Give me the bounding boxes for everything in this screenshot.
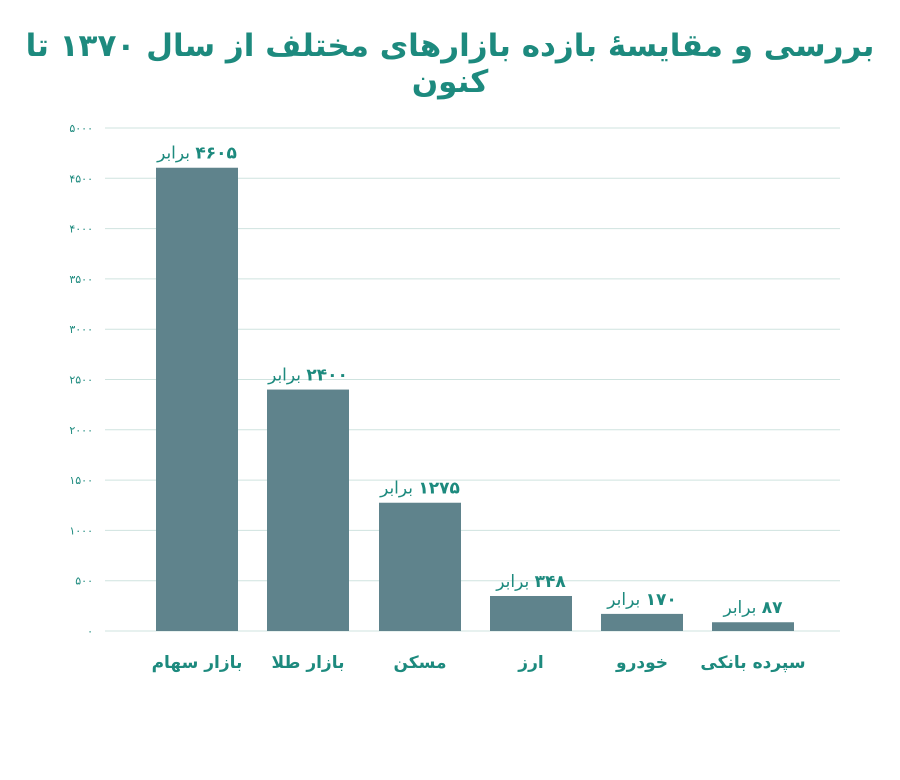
data-label: ۲۴۰۰ برابر [267, 366, 348, 386]
y-tick-label: ۴۵۰۰ [69, 172, 93, 185]
bar [156, 167, 238, 631]
x-tick-label: بازار طلا [271, 653, 344, 673]
y-tick-label: ۲۵۰۰ [69, 374, 93, 387]
y-tick-label: ۳۰۰۰ [69, 323, 93, 336]
data-label: ۱۲۷۵ برابر [379, 479, 460, 499]
x-tick-label: سپرده بانکی [700, 653, 805, 673]
y-tick-label: ۵۰۰۰ [69, 122, 93, 135]
bar [267, 389, 349, 631]
bar [601, 613, 683, 631]
x-tick-label: ارز [517, 653, 543, 673]
y-tick-label: ۳۵۰۰ [69, 273, 93, 286]
x-tick-label: بازار سهام [152, 653, 243, 673]
y-tick-label: ۱۰۰۰ [69, 524, 93, 537]
y-tick-label: ۴۰۰۰ [69, 223, 93, 236]
bar [490, 595, 572, 631]
data-label: ۳۴۸ برابر [495, 572, 566, 592]
y-tick-label: ۵۰۰ [75, 575, 93, 588]
y-tick-label: ۰ [87, 625, 93, 638]
data-label: ۴۶۰۵ برابر [156, 144, 237, 164]
bar [379, 502, 461, 631]
y-tick-label: ۲۰۰۰ [69, 424, 93, 437]
data-label: ۱۷۰ برابر [606, 590, 677, 610]
chart-title: بررسی و مقایسهٔ بازده بازارهای مختلف از … [25, 28, 875, 100]
bar [712, 622, 794, 631]
x-tick-label: مسکن [393, 653, 446, 673]
data-label: ۸۷ برابر [722, 598, 783, 618]
x-tick-label: خودرو [615, 653, 668, 673]
y-tick-label: ۱۵۰۰ [69, 474, 93, 487]
